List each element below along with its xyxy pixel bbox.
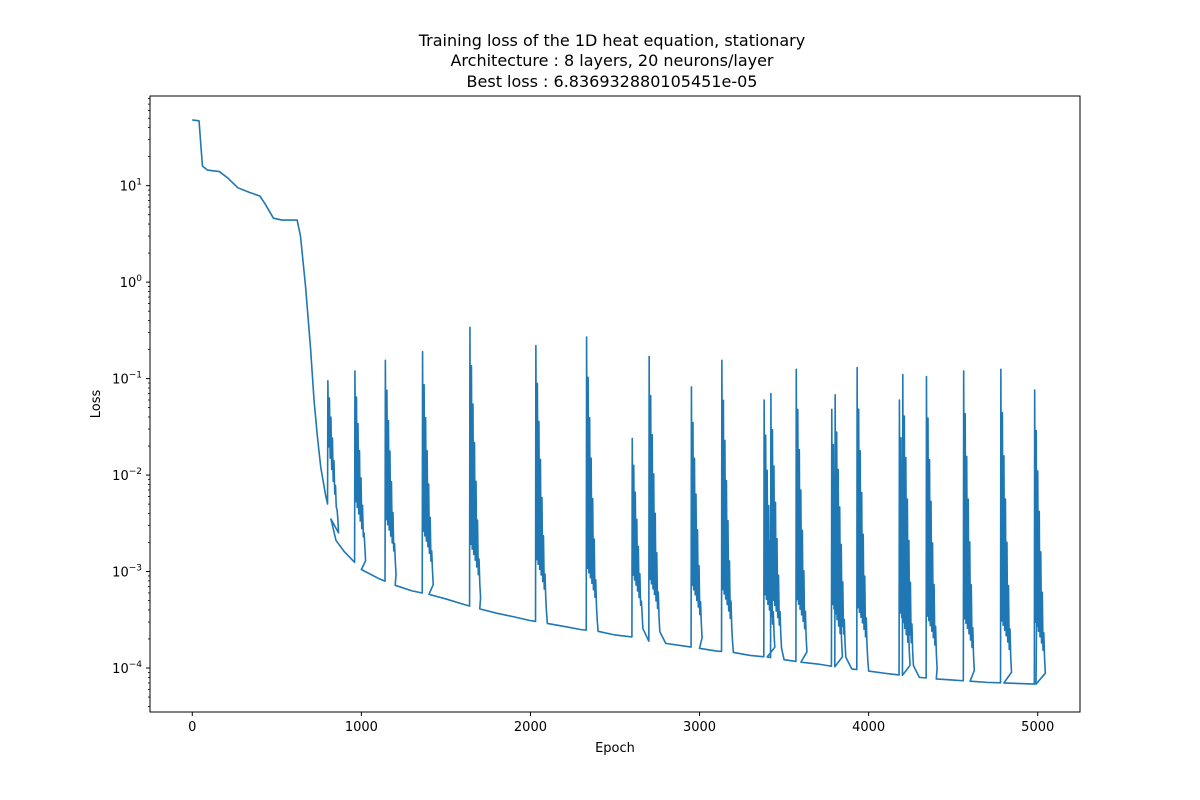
x-tick-label: 3000 bbox=[683, 720, 716, 735]
x-tick-label: 4000 bbox=[852, 720, 885, 735]
y-axis: 10−4 10−3 10−2 10−1 100 101 bbox=[112, 98, 150, 707]
x-axis: 0 1000 2000 3000 4000 5000 bbox=[188, 712, 1054, 735]
x-tick-label: 5000 bbox=[1021, 720, 1054, 735]
x-tick-label: 0 bbox=[188, 720, 196, 735]
loss-series-line bbox=[192, 119, 1047, 685]
y-tick-label: 10−2 bbox=[112, 467, 142, 484]
plot-frame bbox=[149, 95, 1081, 713]
x-tick-label: 1000 bbox=[345, 720, 378, 735]
y-tick-label: 100 bbox=[120, 274, 143, 291]
y-tick-label: 10−4 bbox=[112, 660, 142, 677]
chart-title-line-1: Training loss of the 1D heat equation, s… bbox=[418, 31, 805, 50]
y-tick-label: 10−3 bbox=[112, 564, 142, 581]
y-axis-label: Loss bbox=[89, 390, 104, 419]
y-tick-label: 101 bbox=[120, 178, 142, 195]
x-tick-label: 2000 bbox=[514, 720, 547, 735]
chart-title-line-3: Best loss : 6.836932880105451e-05 bbox=[467, 72, 758, 91]
x-axis-label: Epoch bbox=[595, 741, 635, 756]
chart-title-line-2: Architecture : 8 layers, 20 neurons/laye… bbox=[450, 51, 773, 70]
plot-area: 0 1000 2000 3000 4000 5000 10−410−310−210−110… bbox=[112, 95, 1081, 735]
y-tick-label: 10−1 bbox=[112, 371, 142, 388]
